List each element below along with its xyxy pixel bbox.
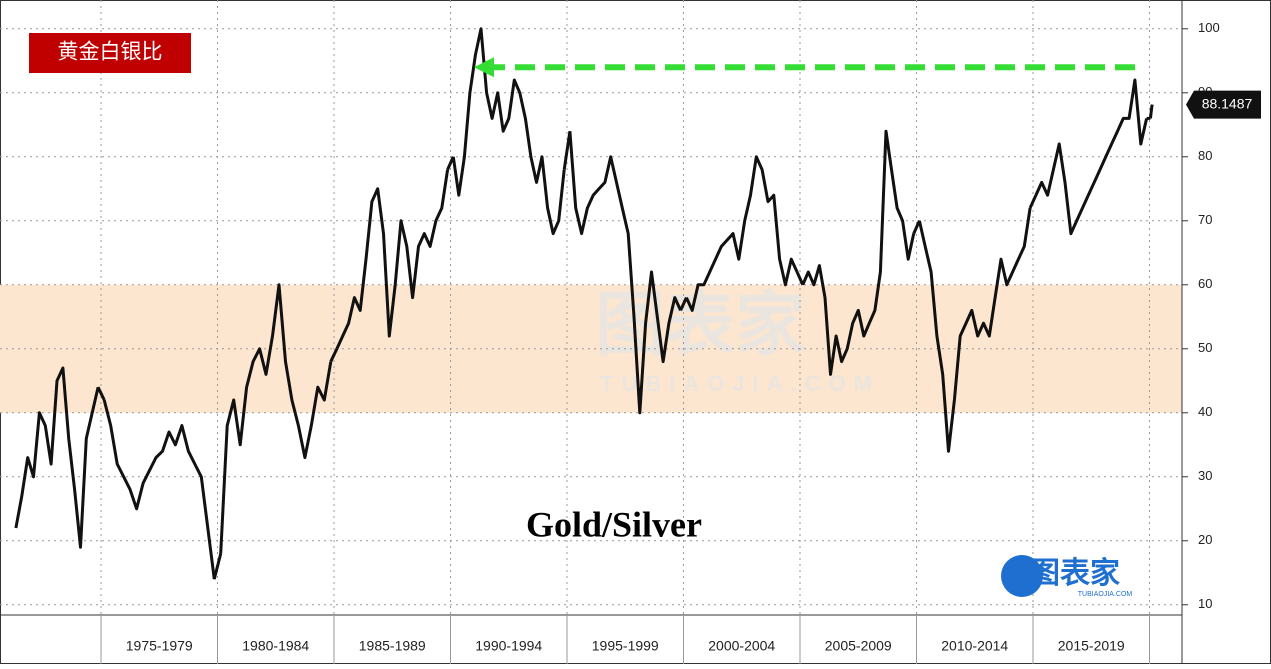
x-tick-label: 1980-1984 (242, 638, 309, 654)
line-series (685, 155, 799, 312)
line-connector (1028, 194, 1038, 209)
line-series (102, 399, 216, 580)
annotation: Gold/Silver (526, 504, 702, 544)
y-tick-label: 80 (1198, 148, 1212, 163)
line-connector (795, 271, 805, 286)
x-tick-label: 2010-2014 (941, 638, 1008, 654)
x-tick-label: 2005-2009 (825, 638, 892, 654)
line-series (219, 283, 333, 554)
line-series (801, 129, 916, 376)
reference-band (0, 284, 1182, 413)
x-tick-label: 1975-1979 (126, 638, 193, 654)
watermark: 图表家 (595, 285, 805, 363)
last-value-tag (1186, 90, 1261, 119)
line-connector (679, 296, 688, 312)
logo-text: 图表家 (1030, 557, 1120, 590)
y-tick-label: 60 (1198, 276, 1212, 291)
last-value-label: 88.1487 (1202, 95, 1253, 111)
y-tick-label: 40 (1198, 404, 1212, 419)
line-connector (329, 348, 339, 363)
logo-icon (1001, 555, 1043, 597)
title-box (29, 33, 191, 73)
line-series (917, 207, 1032, 453)
line-connector (212, 553, 223, 580)
line-series (451, 27, 566, 236)
line-series (14, 366, 100, 549)
x-tick-label: 2000-2004 (708, 638, 775, 654)
y-tick-label: 70 (1198, 212, 1212, 227)
highlight-arrowhead (474, 57, 494, 78)
y-tick-label: 100 (1198, 20, 1220, 35)
watermark-sub: TUBIAOJIA.COM (600, 371, 880, 396)
chart-title: 黄金白银比 (58, 41, 163, 64)
y-tick-label: 20 (1198, 532, 1212, 547)
y-tick-label: 10 (1198, 596, 1212, 611)
y-tick-label: 30 (1198, 468, 1212, 483)
line-series (1034, 78, 1149, 236)
logo-sub: TUBIAOJIA.COM (1078, 591, 1133, 598)
line-series (568, 131, 682, 415)
x-tick-label: 1990-1994 (475, 638, 542, 654)
x-tick-label: 1995-1999 (592, 638, 659, 654)
line-series (335, 169, 450, 350)
line-connector (96, 386, 106, 401)
line-series (1148, 104, 1154, 119)
x-tick-label: 2015-2019 (1058, 638, 1125, 654)
y-tick-label: 50 (1198, 340, 1212, 355)
x-tick-label: 1985-1989 (359, 638, 426, 654)
